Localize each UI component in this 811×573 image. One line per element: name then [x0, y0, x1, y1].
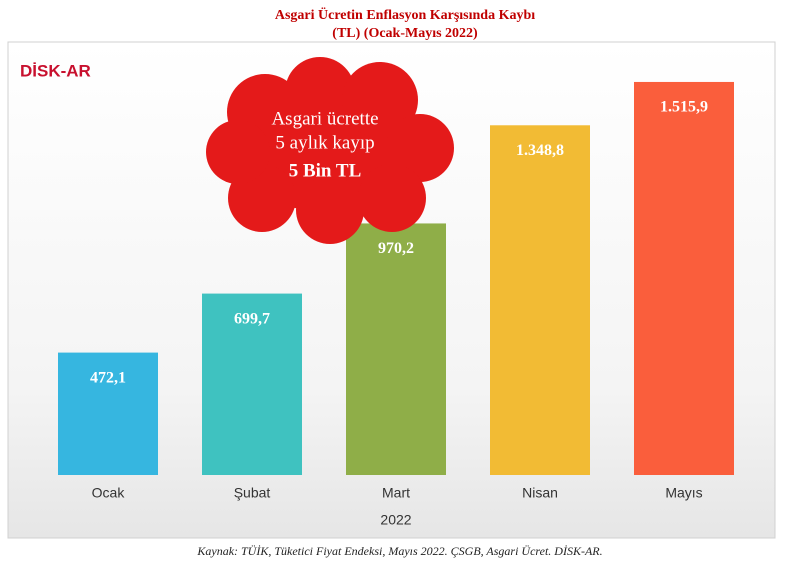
x-tick-label: Şubat [234, 485, 271, 501]
bar [202, 293, 302, 475]
x-tick-label: Ocak [92, 485, 126, 501]
chart-subtitle: (TL) (Ocak-Mayıs 2022) [332, 26, 478, 41]
annotation: 5 Bin TL [289, 160, 362, 181]
bar [58, 352, 158, 475]
x-axis-label: 2022 [380, 512, 411, 528]
value-label: 1.515,9 [660, 99, 708, 116]
bar [490, 125, 590, 476]
value-label: 970,2 [378, 240, 414, 257]
chart-title: Asgari Ücretin Enflasyon Karşısında Kayb… [275, 6, 535, 23]
source: Kaynak: TÜİK, Tüketici Fiyat Endeksi, Ma… [196, 543, 602, 558]
value-label: 1.348,8 [516, 142, 564, 159]
bar [346, 223, 446, 475]
logo: DİSK-AR [20, 61, 91, 80]
x-tick-label: Mart [382, 485, 410, 501]
cloud [206, 57, 454, 244]
bar [634, 81, 734, 476]
value-label: 699,7 [234, 310, 270, 327]
bars [58, 81, 734, 476]
value-label: 472,1 [90, 369, 126, 386]
x-tick-label: Mayıs [665, 485, 702, 501]
annotation: Asgari ücrette [271, 108, 378, 129]
x-tick-label: Nisan [522, 485, 558, 501]
annotation: 5 aylık kayıp [275, 132, 374, 153]
